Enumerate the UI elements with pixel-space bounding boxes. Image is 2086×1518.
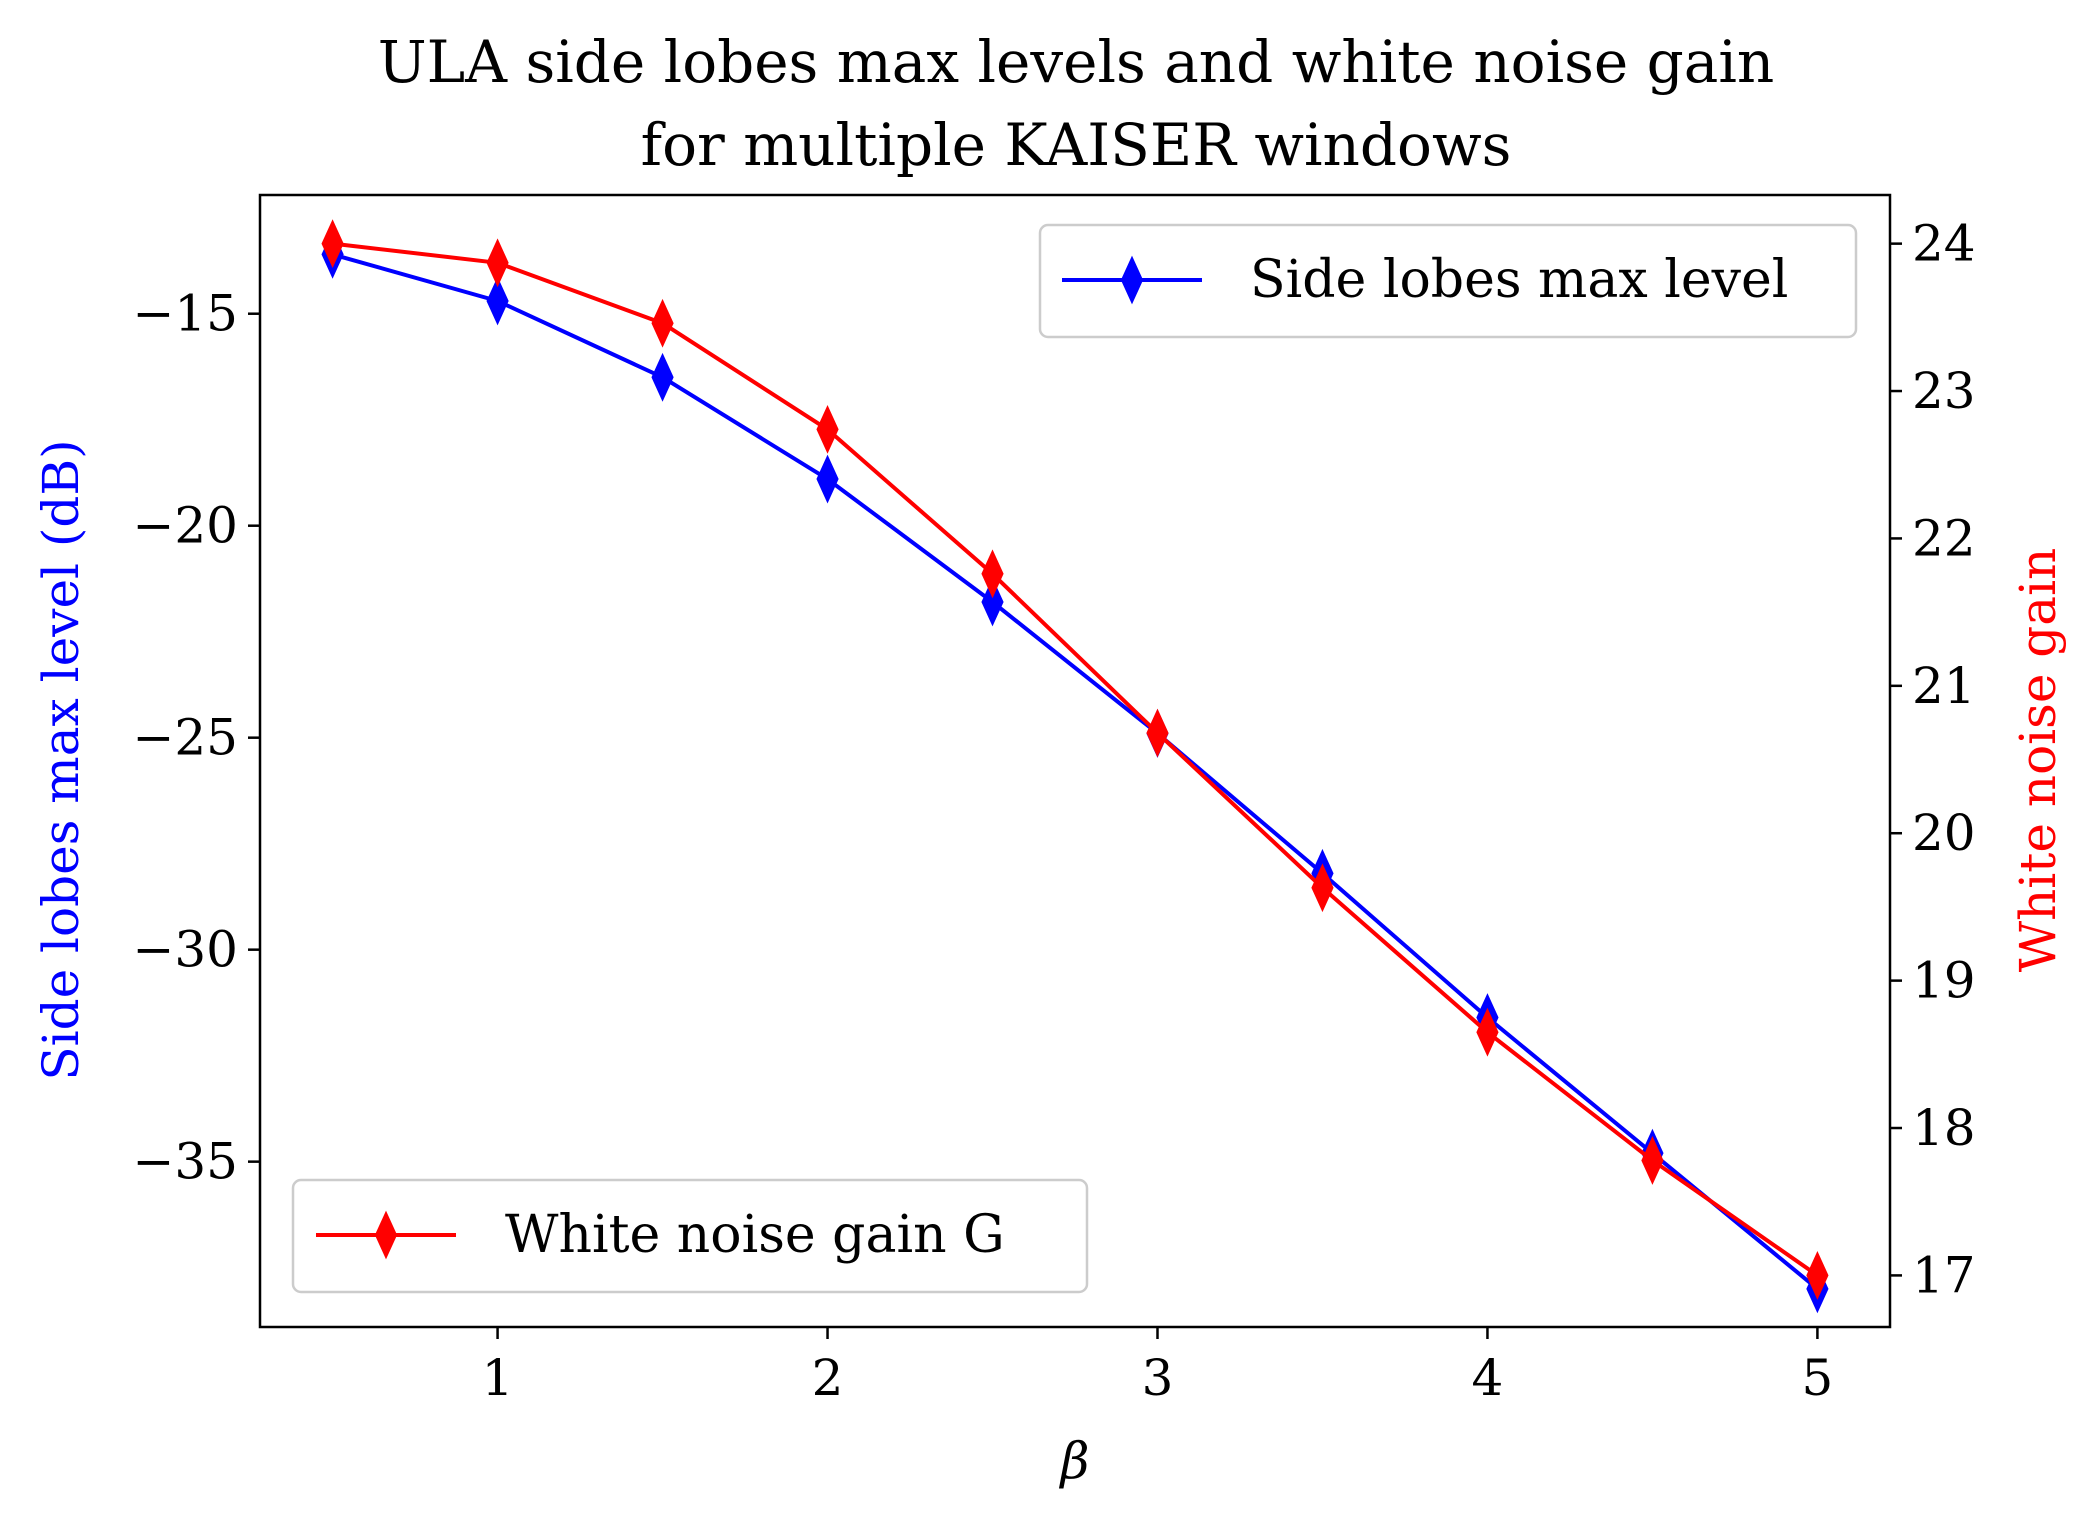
data-point [1806, 1250, 1829, 1300]
series-white-noise-gain [321, 219, 1829, 1300]
left-y-axis: −15 −20 −25 −30 −35 [132, 285, 260, 1191]
data-point [486, 238, 509, 288]
data-point [651, 298, 674, 348]
data-point [981, 549, 1004, 599]
series-line [332, 252, 1819, 1291]
x-tick-label: 5 [1802, 1349, 1834, 1407]
right-y-tick-label: 18 [1912, 1099, 1976, 1157]
data-point [816, 454, 839, 504]
right-y-tick-label: 23 [1912, 362, 1976, 420]
x-tick-label: 2 [812, 1349, 844, 1407]
legend-blue-marker [1120, 255, 1144, 305]
data-point [486, 276, 509, 326]
data-point [651, 352, 674, 402]
x-tick-label: 1 [482, 1349, 514, 1407]
legend-blue-label: Side lobes max level [1250, 250, 1788, 310]
data-point [981, 577, 1004, 627]
data-point [1311, 863, 1334, 913]
x-tick-label: 4 [1472, 1349, 1504, 1407]
right-y-tick-label: 21 [1912, 657, 1976, 715]
legend-red-marker [374, 1210, 398, 1260]
data-point [1146, 708, 1169, 758]
left-y-tick-label: −25 [132, 709, 238, 767]
left-y-tick-label: −35 [132, 1133, 238, 1191]
right-y-tick-label: 19 [1912, 952, 1976, 1010]
left-y-tick-label: −30 [132, 921, 238, 979]
left-y-axis-label: Side lobes max level (dB) [32, 439, 90, 1080]
x-axis: 1 2 3 4 5 [482, 1327, 1834, 1407]
data-point [1476, 1007, 1499, 1057]
right-y-tick-label: 24 [1912, 215, 1976, 273]
x-tick-label: 3 [1142, 1349, 1174, 1407]
legend-bottom-left-box [291, 1178, 1089, 1294]
right-y-axis: 17 18 19 20 21 22 23 24 [1890, 215, 1976, 1304]
right-y-tick-label: 17 [1912, 1246, 1976, 1304]
legend-top-right: Side lobes max level [1038, 223, 1858, 339]
chart-title-line1: ULA side lobes max levels and white nois… [378, 28, 1775, 96]
chart-title-line2: for multiple KAISER windows [641, 111, 1512, 179]
legend-red-label: White noise gain G [505, 1205, 1005, 1265]
plot-area-frame [258, 193, 1892, 1329]
left-y-tick-label: −20 [132, 497, 238, 555]
right-y-axis-label: White noise gain [2009, 548, 2067, 973]
legend-bottom-left: White noise gain G [291, 1178, 1089, 1294]
legend-top-right-box [1038, 223, 1858, 339]
left-y-tick-label: −15 [132, 285, 238, 343]
right-y-tick-label: 20 [1912, 804, 1976, 862]
x-axis-label: β [1059, 1432, 1090, 1490]
right-y-tick-label: 22 [1912, 509, 1976, 567]
series-line [332, 241, 1819, 1278]
data-point [1641, 1136, 1664, 1185]
data-point [321, 219, 344, 269]
series-layer [321, 219, 1829, 1314]
data-point [816, 404, 839, 454]
